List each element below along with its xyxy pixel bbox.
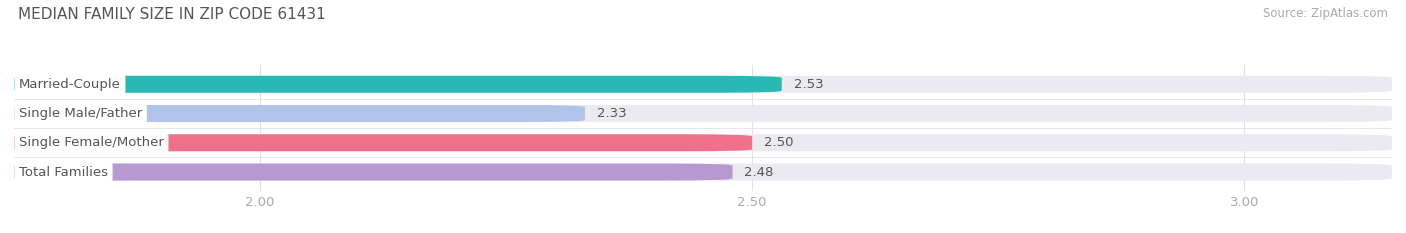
FancyBboxPatch shape xyxy=(14,105,585,122)
Text: 2.53: 2.53 xyxy=(793,78,823,91)
FancyBboxPatch shape xyxy=(14,164,1392,181)
FancyBboxPatch shape xyxy=(14,134,1392,151)
Text: Married-Couple: Married-Couple xyxy=(18,78,121,91)
Text: MEDIAN FAMILY SIZE IN ZIP CODE 61431: MEDIAN FAMILY SIZE IN ZIP CODE 61431 xyxy=(18,7,326,22)
Text: Source: ZipAtlas.com: Source: ZipAtlas.com xyxy=(1263,7,1388,20)
FancyBboxPatch shape xyxy=(14,76,782,93)
Text: Single Female/Mother: Single Female/Mother xyxy=(18,136,165,149)
Text: 2.50: 2.50 xyxy=(763,136,793,149)
FancyBboxPatch shape xyxy=(14,76,1392,93)
FancyBboxPatch shape xyxy=(14,134,752,151)
FancyBboxPatch shape xyxy=(14,105,1392,122)
Text: 2.33: 2.33 xyxy=(596,107,626,120)
Text: Total Families: Total Families xyxy=(18,165,108,178)
FancyBboxPatch shape xyxy=(14,164,733,181)
Text: 2.48: 2.48 xyxy=(744,165,773,178)
Text: Single Male/Father: Single Male/Father xyxy=(18,107,142,120)
